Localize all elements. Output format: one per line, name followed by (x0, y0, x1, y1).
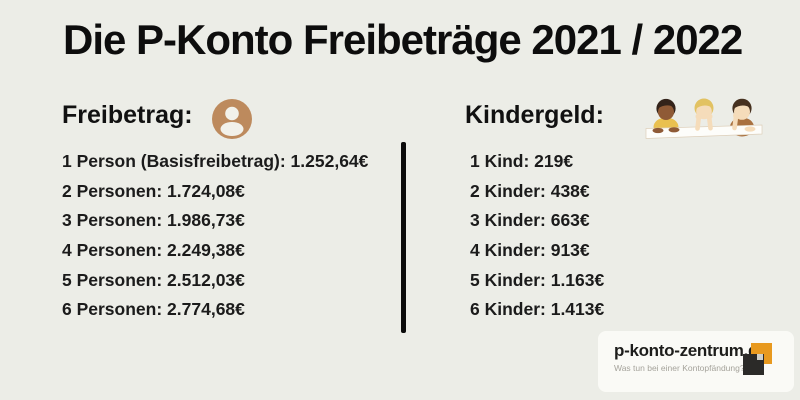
freibetrag-item-6: 6 Personen: 2.774,68€ (62, 299, 245, 320)
kindergeld-item-2: 2 Kinder: 438€ (470, 180, 590, 201)
kindergeld-item-4: 4 Kinder: 913€ (470, 240, 590, 261)
kindergeld-item-6: 6 Kinder: 1.413€ (470, 299, 605, 320)
logo-tagline: Was tun bei einer Kontopfändung? (614, 363, 745, 373)
freibetrag-heading: Freibetrag: (62, 101, 193, 129)
kindergeld-list: 1 Kind: 219€ 2 Kinder: 438€ 3 Kinder: 66… (470, 147, 604, 325)
freibetrag-list: 1 Person (Basisfreibetrag): 1.252,64€ 2 … (62, 147, 368, 325)
freibetrag-item-2: 2 Personen: 1.724,08€ (62, 180, 245, 201)
vertical-divider (401, 142, 406, 333)
freibetrag-item-3: 3 Personen: 1.986,73€ (62, 210, 245, 231)
logo: p-konto-zentrum.de Was tun bei einer Kon… (598, 331, 794, 392)
freibetrag-item-1: 1 Person (Basisfreibetrag): 1.252,64€ (62, 151, 369, 171)
page-title: Die P-Konto Freibeträge 2021 / 2022 (63, 16, 743, 63)
freibetrag-item-5: 5 Personen: 2.512,03€ (62, 269, 245, 290)
person-icon (212, 99, 252, 139)
logo-notch-square (757, 354, 763, 360)
kindergeld-item-1: 1 Kind: 219€ (470, 151, 574, 171)
kindergeld-item-3: 3 Kinder: 663€ (470, 210, 590, 231)
kindergeld-heading: Kindergeld: (465, 101, 604, 129)
logo-domain: p-konto-zentrum.de (614, 341, 768, 360)
freibetrag-item-4: 4 Personen: 2.249,38€ (62, 240, 245, 261)
children-illustration-icon (645, 98, 763, 139)
kindergeld-item-5: 5 Kinder: 1.163€ (470, 269, 605, 290)
logo-mark-icon (598, 331, 794, 392)
